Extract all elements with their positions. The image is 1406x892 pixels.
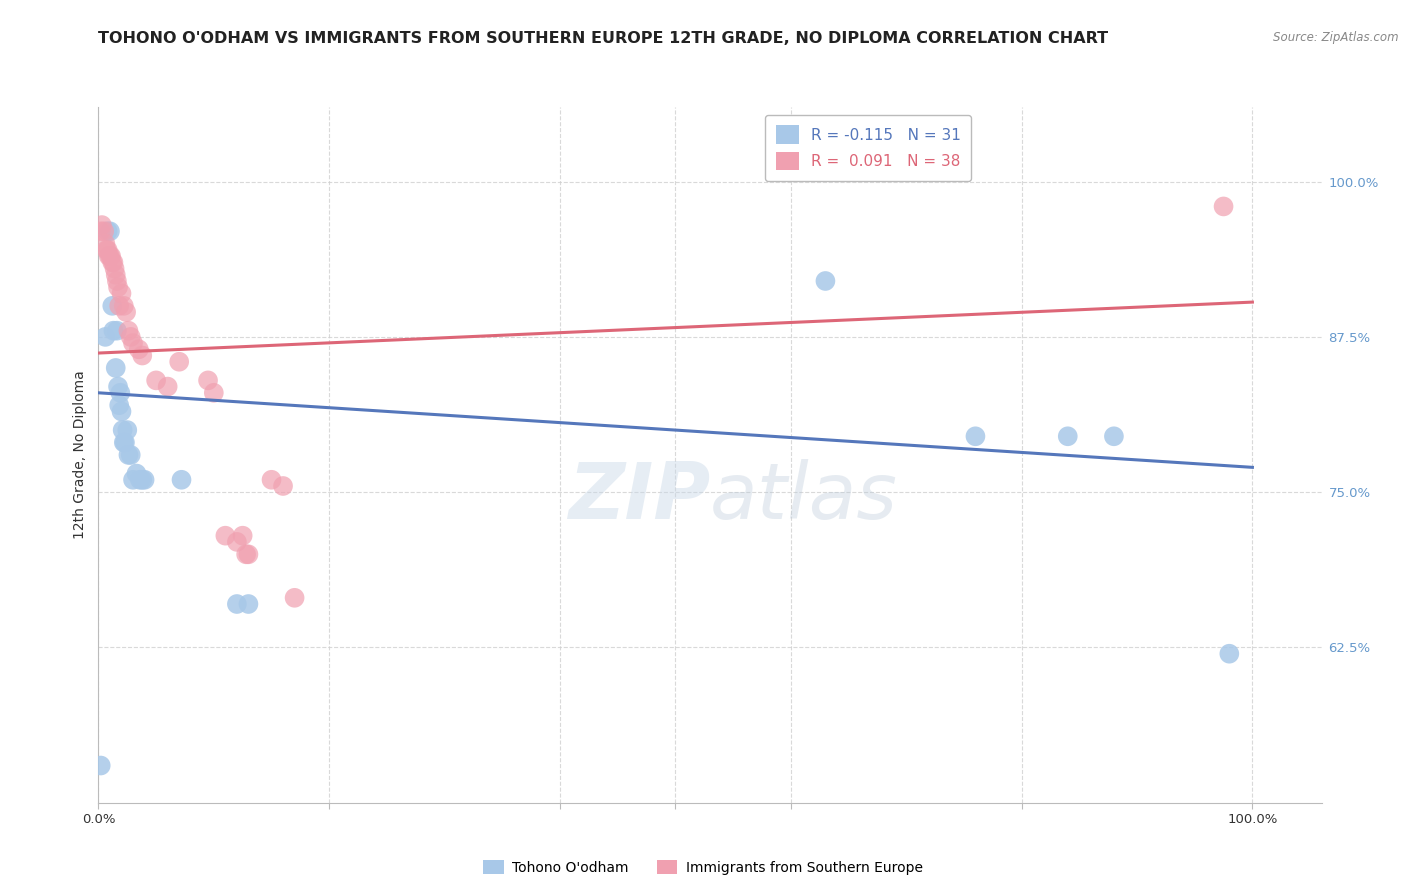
- Point: [284, 591, 307, 605]
- Point: [108, 398, 131, 412]
- Point: [814, 274, 837, 288]
- Point: [97, 224, 120, 238]
- Point: [260, 473, 283, 487]
- Point: [90, 758, 112, 772]
- Point: [238, 597, 260, 611]
- Point: [134, 473, 156, 487]
- Point: [108, 299, 131, 313]
- Y-axis label: 12th Grade, No Diploma: 12th Grade, No Diploma: [73, 370, 87, 540]
- Point: [131, 473, 153, 487]
- Point: [107, 280, 129, 294]
- Point: [103, 261, 125, 276]
- Point: [120, 330, 142, 344]
- Text: TOHONO O'ODHAM VS IMMIGRANTS FROM SOUTHERN EUROPE 12TH GRADE, NO DIPLOMA CORRELA: TOHONO O'ODHAM VS IMMIGRANTS FROM SOUTHE…: [98, 31, 1108, 46]
- Point: [167, 355, 190, 369]
- Point: [104, 268, 127, 282]
- Point: [105, 324, 128, 338]
- Point: [129, 473, 152, 487]
- Point: [122, 336, 145, 351]
- Point: [271, 479, 294, 493]
- Point: [170, 473, 193, 487]
- Point: [105, 274, 128, 288]
- Point: [235, 547, 257, 561]
- Point: [1212, 199, 1234, 213]
- Point: [97, 243, 120, 257]
- Point: [117, 448, 139, 462]
- Point: [90, 224, 112, 238]
- Point: [110, 404, 132, 418]
- Point: [131, 349, 153, 363]
- Point: [101, 299, 124, 313]
- Point: [101, 255, 124, 269]
- Point: [225, 534, 247, 549]
- Point: [96, 243, 118, 257]
- Point: [120, 448, 142, 462]
- Point: [1218, 647, 1240, 661]
- Point: [94, 330, 117, 344]
- Point: [1102, 429, 1125, 443]
- Point: [238, 547, 260, 561]
- Point: [103, 324, 125, 338]
- Point: [214, 529, 236, 543]
- Point: [117, 324, 139, 338]
- Point: [110, 385, 132, 400]
- Point: [122, 473, 145, 487]
- Point: [107, 379, 129, 393]
- Point: [965, 429, 987, 443]
- Point: [90, 218, 112, 232]
- Point: [115, 305, 138, 319]
- Point: [225, 597, 247, 611]
- Point: [111, 423, 134, 437]
- Point: [112, 435, 135, 450]
- Point: [232, 529, 254, 543]
- Point: [100, 249, 122, 263]
- Text: Source: ZipAtlas.com: Source: ZipAtlas.com: [1274, 31, 1399, 45]
- Point: [97, 249, 120, 263]
- Point: [145, 373, 167, 387]
- Point: [117, 423, 139, 437]
- Point: [1056, 429, 1078, 443]
- Point: [93, 224, 115, 238]
- Point: [104, 360, 127, 375]
- Point: [110, 286, 132, 301]
- Point: [98, 249, 121, 263]
- Point: [125, 467, 148, 481]
- Point: [156, 379, 179, 393]
- Point: [103, 255, 125, 269]
- Point: [128, 343, 150, 357]
- Point: [98, 224, 121, 238]
- Text: ZIP: ZIP: [568, 458, 710, 534]
- Point: [112, 299, 135, 313]
- Text: atlas: atlas: [710, 458, 898, 534]
- Point: [202, 385, 225, 400]
- Legend: Tohono O'odham, Immigrants from Southern Europe: Tohono O'odham, Immigrants from Southern…: [478, 855, 928, 880]
- Legend: R = -0.115   N = 31, R =  0.091   N = 38: R = -0.115 N = 31, R = 0.091 N = 38: [765, 115, 972, 181]
- Point: [197, 373, 219, 387]
- Point: [114, 435, 136, 450]
- Point: [94, 236, 117, 251]
